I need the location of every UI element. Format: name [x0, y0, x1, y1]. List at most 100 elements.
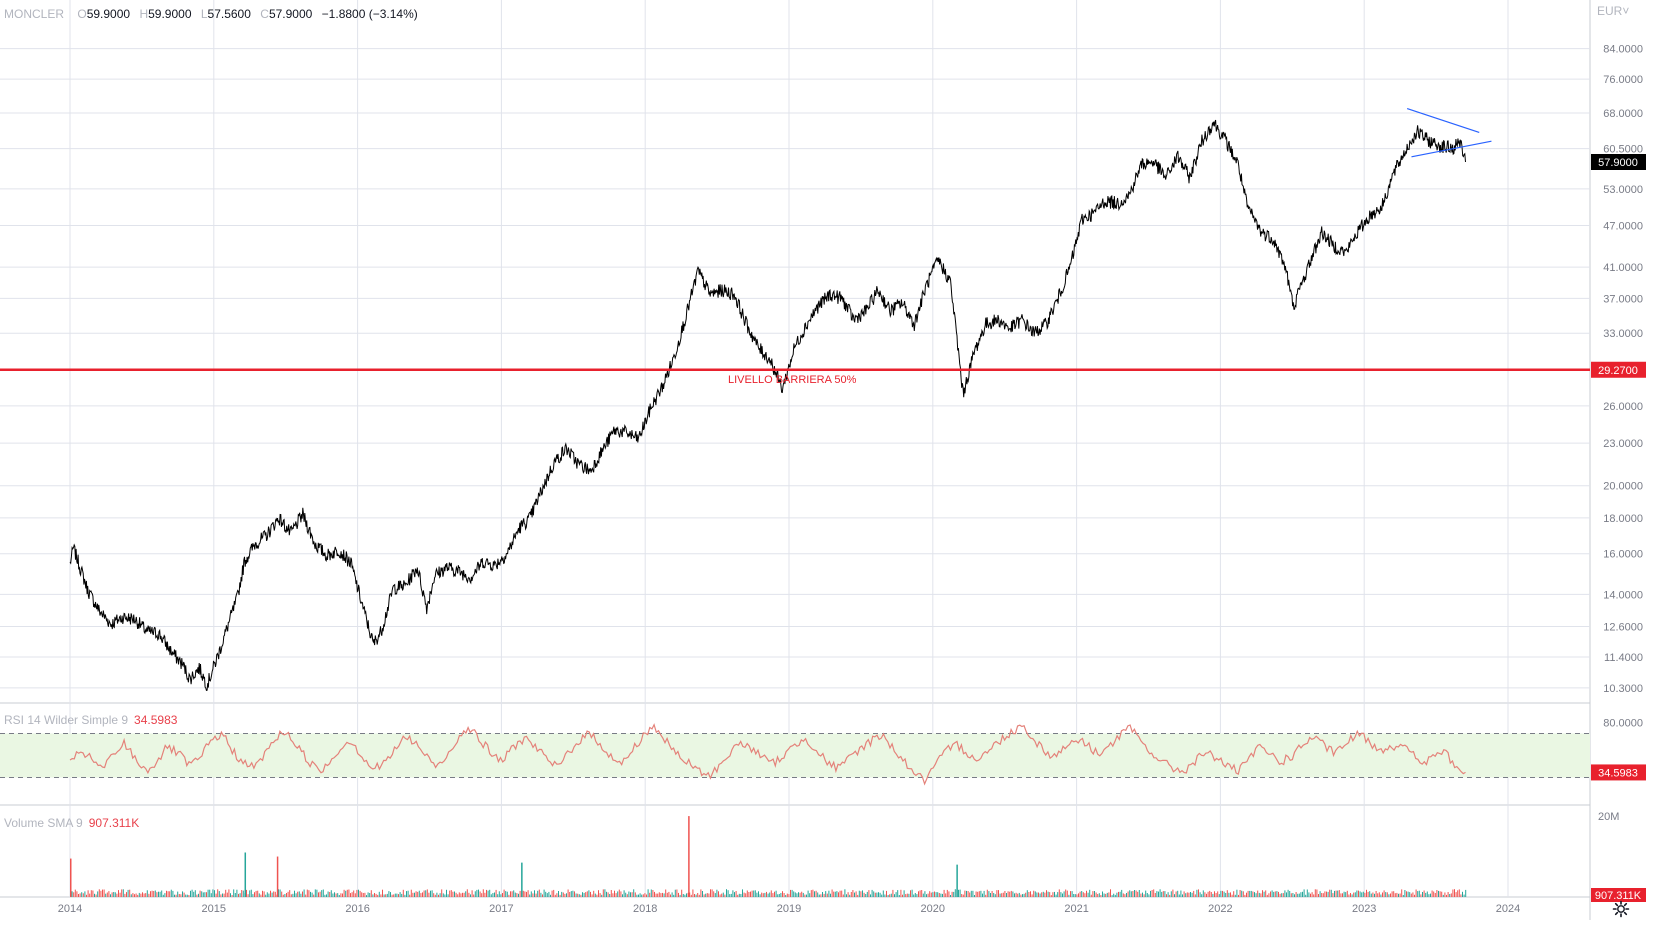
volume-bar — [818, 894, 820, 897]
volume-bar — [606, 891, 607, 897]
volume-bar — [1022, 894, 1023, 897]
volume-bar — [1402, 895, 1404, 897]
volume-bar — [1449, 894, 1451, 897]
volume-bar — [442, 893, 444, 897]
volume-bar — [130, 894, 132, 897]
volume-bar — [127, 889, 129, 897]
volume-bar — [148, 893, 150, 897]
volume-bar — [193, 891, 195, 897]
volume-bar — [1358, 890, 1359, 897]
volume-bar — [585, 892, 587, 897]
volume-bar — [1390, 893, 1391, 897]
volume-bar — [1289, 891, 1291, 897]
triangle-upper-line — [1406, 108, 1480, 134]
volume-bar — [1209, 890, 1211, 897]
volume-bar — [486, 889, 487, 897]
volume-bar — [1185, 893, 1187, 897]
volume-bar — [1071, 891, 1073, 897]
x-tick-label: 2021 — [1064, 903, 1088, 915]
volume-bar — [790, 889, 791, 897]
volume-bar — [985, 894, 987, 897]
volume-bar — [378, 891, 380, 897]
volume-bar — [769, 892, 771, 897]
volume-bar — [166, 890, 167, 897]
volume-bar — [1079, 891, 1081, 897]
volume-bar — [554, 894, 556, 897]
volume-bar — [1345, 892, 1347, 897]
volume-bar — [132, 893, 134, 897]
volume-bar — [1441, 891, 1443, 897]
volume-bar — [1417, 891, 1419, 897]
rsi-tick-label: 80.0000 — [1603, 718, 1643, 730]
volume-legend[interactable]: Volume SMA 9 907.311K — [4, 816, 139, 830]
x-tick-label: 2023 — [1352, 903, 1376, 915]
volume-bar — [194, 890, 196, 897]
rsi-value-text: 34.5983 — [1598, 767, 1638, 779]
volume-bar — [98, 889, 100, 897]
volume-bar — [1018, 892, 1020, 897]
volume-bar — [455, 892, 457, 897]
volume-bar — [610, 890, 612, 897]
volume-bar — [1001, 893, 1003, 897]
volume-bar — [300, 893, 302, 897]
volume-bar — [330, 890, 332, 897]
volume-bar — [1199, 892, 1201, 897]
volume-bar — [858, 890, 860, 897]
volume-bar — [828, 890, 830, 897]
volume-bar — [1172, 889, 1174, 897]
volume-bar — [412, 892, 414, 897]
volume-bar — [982, 893, 983, 897]
volume-bar — [1169, 894, 1171, 897]
volume-bar — [84, 891, 86, 897]
volume-bar — [932, 892, 934, 897]
volume-bar — [1054, 891, 1055, 897]
volume-bar — [1367, 891, 1369, 897]
volume-bar — [1298, 893, 1300, 897]
volume-bar — [281, 891, 283, 897]
volume-bar — [1110, 889, 1111, 897]
volume-bar — [578, 894, 580, 897]
volume-bar — [329, 892, 331, 897]
volume-bar — [759, 894, 761, 897]
volume-bar — [849, 894, 851, 897]
volume-bar — [1042, 891, 1044, 897]
volume-bar — [1418, 890, 1420, 897]
volume-bar — [516, 893, 518, 897]
volume-bar — [889, 894, 891, 897]
volume-bar — [1247, 890, 1249, 897]
volume-bar — [519, 890, 521, 897]
volume-bar — [1175, 891, 1177, 897]
volume-bar — [1049, 892, 1051, 897]
volume-bar — [90, 890, 92, 897]
volume-bar — [692, 889, 694, 897]
volume-bar — [646, 894, 647, 897]
gear-icon[interactable] — [1612, 900, 1630, 918]
volume-bar — [721, 893, 723, 897]
volume-bar — [1310, 893, 1311, 897]
volume-spike — [521, 862, 523, 897]
volume-bar — [722, 892, 724, 897]
volume-spike — [688, 816, 690, 897]
volume-bar — [654, 891, 655, 897]
currency-selector[interactable]: EUR˅ — [1597, 4, 1629, 18]
volume-bar — [97, 891, 99, 897]
volume-bar — [1388, 894, 1390, 897]
symbol-name[interactable]: MONCLER — [4, 7, 65, 21]
volume-bar — [793, 891, 795, 897]
volume-bar — [409, 894, 411, 897]
volume-value-tag — [1591, 888, 1646, 902]
volume-bar — [841, 890, 843, 897]
volume-bar — [948, 891, 950, 897]
volume-bar — [116, 893, 118, 897]
volume-bar — [831, 889, 833, 897]
volume-bar — [154, 890, 156, 897]
volume-bar — [1386, 892, 1388, 897]
volume-bar — [489, 889, 491, 897]
volume-bar — [393, 894, 395, 897]
rsi-legend[interactable]: RSI 14 Wilder Simple 9 34.5983 — [4, 713, 177, 727]
volume-bar — [730, 893, 732, 897]
volume-bar — [311, 892, 313, 897]
volume-bar — [1087, 892, 1089, 897]
